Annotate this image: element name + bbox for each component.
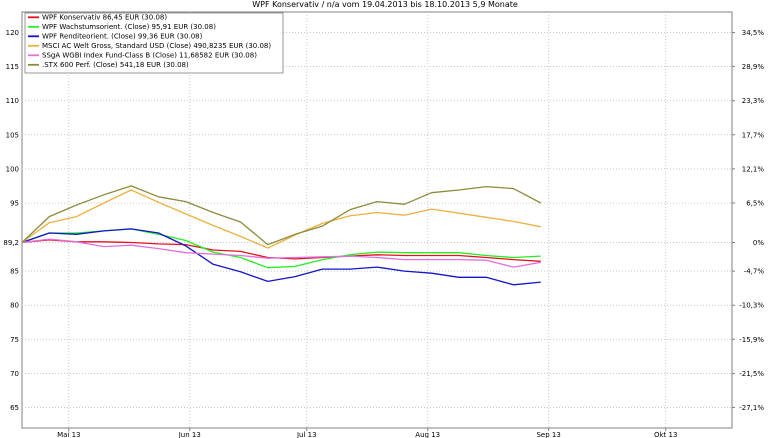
series-lines — [21, 185, 542, 286]
y-right-tick-label: -4,7% — [744, 268, 765, 276]
y-right-tick-label: 34,5% — [742, 29, 765, 37]
y-left-tick-label: 89,2 — [3, 239, 19, 247]
x-tick-label: Aug 13 — [415, 431, 440, 438]
series-line — [21, 185, 542, 246]
y-right-tick-label: 28,9% — [742, 63, 765, 71]
y-left-tick-label: 105 — [6, 131, 19, 139]
grid-lines — [21, 11, 733, 429]
y-right-tick-label: -15,9% — [739, 336, 764, 344]
y-left-tick-label: 70 — [10, 370, 19, 378]
y-right-tick-label: 12,1% — [742, 165, 765, 173]
right-axis-date-label: 19.04.2013 — [768, 222, 770, 262]
x-tick-label: Okt 13 — [654, 431, 677, 438]
y-left-tick-label: 110 — [6, 97, 19, 105]
y-left-tick-label: 80 — [10, 302, 19, 310]
legend-entry: .STX 600 Perf. (Close) 541,18 EUR (30.08… — [42, 61, 189, 69]
legend-box — [24, 12, 284, 74]
legend-entry: MSCI AC Welt Gross, Standard USD (Close)… — [42, 42, 271, 50]
series-line — [21, 189, 541, 249]
y-right-tick-label: 6,5% — [746, 199, 764, 207]
y-left-tick-label: 65 — [10, 404, 19, 412]
axes: 120 34,5% 115 28,9% 110 23,3% 105 17,7% 100 12,1%… — [3, 29, 770, 438]
y-right-tick-label: -27,1% — [739, 404, 764, 412]
y-right-tick-label: 0% — [753, 239, 764, 247]
y-left-tick-label: 115 — [6, 63, 19, 71]
y-right-tick-label: -21,5% — [739, 370, 764, 378]
y-left-tick-label: 85 — [10, 268, 19, 276]
plot-frame — [21, 11, 733, 429]
series-line — [21, 238, 541, 268]
x-tick-label: Sep 13 — [536, 431, 560, 438]
series-line — [21, 228, 541, 286]
y-left-tick-label: 95 — [10, 199, 19, 207]
y-left-tick-label: 75 — [10, 336, 19, 344]
x-tick-label: Jul 13 — [296, 431, 317, 438]
y-right-tick-label: 23,3% — [742, 97, 765, 105]
x-tick-label: Mai 13 — [57, 431, 80, 438]
legend-entry: WPF Wachstumsorient. (Close) 95,91 EUR (… — [42, 23, 216, 31]
legend-entry: WPF Konservativ 86,45 EUR (30.08) — [42, 14, 167, 22]
y-right-tick-label: 17,7% — [742, 131, 765, 139]
y-right-tick-label: -10,3% — [739, 302, 764, 310]
y-left-tick-label: 100 — [6, 165, 19, 173]
x-tick-label: Jun 13 — [178, 431, 201, 438]
legend: WPF Konservativ 86,45 EUR (30.08)WPF Wac… — [24, 12, 284, 74]
chart-title: WPF Konservativ / n/a vom 19.04.2013 bis… — [252, 0, 518, 9]
legend-entry: SSgA WGBI Index Fund-Class B (Close) 11,… — [42, 52, 257, 60]
legend-entry: WPF Renditeorient. (Close) 99,36 EUR (30… — [42, 33, 203, 41]
y-left-tick-label: 120 — [6, 29, 19, 37]
